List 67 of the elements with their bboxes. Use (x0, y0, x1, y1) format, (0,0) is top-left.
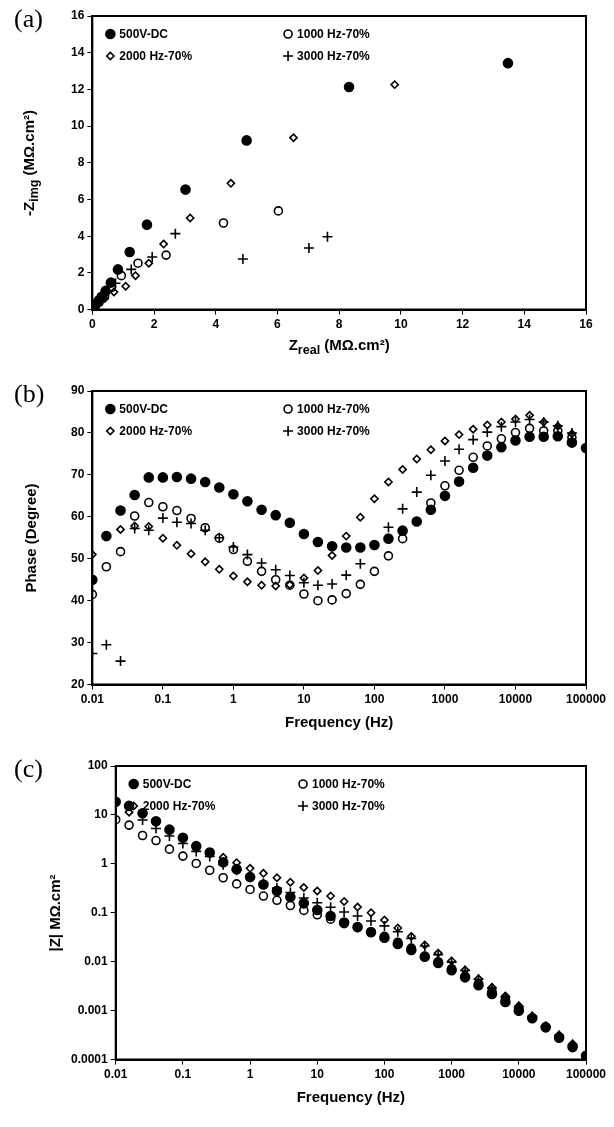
legend-label: 500V-DC (142, 777, 192, 792)
x-tick-label: 1 (230, 692, 238, 707)
chart-title: (c) (14, 754, 43, 784)
y-tick-label: 0.0001 (71, 1051, 109, 1066)
legend-label: 1000 Hz-70% (312, 777, 386, 792)
legend-label: 3000 Hz-70% (297, 49, 371, 64)
y-tick-label: 60 (70, 509, 85, 524)
y-tick-label: 20 (70, 676, 85, 691)
y-tick-label: 90 (70, 383, 85, 398)
x-tick-label: 10 (297, 692, 311, 707)
x-tick-label: 100 (374, 1067, 395, 1082)
y-tick-label: 16 (70, 8, 85, 23)
x-tick-label: 8 (335, 317, 343, 332)
y-tick-label: 0.1 (91, 905, 109, 920)
y-tick-label: 4 (77, 228, 85, 243)
x-tick-label: 4 (212, 317, 220, 332)
x-tick-label: 2 (150, 317, 158, 332)
y-tick-label: 0.001 (77, 1002, 109, 1017)
y-tick-label: 70 (70, 467, 85, 482)
legend-label: 2000 Hz-70% (119, 424, 193, 439)
y-tick-label: 100 (87, 758, 109, 773)
legend-label: 500V-DC (119, 27, 169, 42)
x-tick-label: 100000 (565, 692, 607, 707)
y-tick-label: 40 (70, 593, 85, 608)
y-tick-label: 1 (101, 856, 109, 871)
y-tick-label: 14 (70, 45, 85, 60)
x-tick-label: 1000 (438, 1067, 466, 1082)
y-tick-label: 2 (77, 265, 85, 280)
x-tick-label: 0.01 (104, 1067, 128, 1082)
x-tick-label: 0.1 (174, 1067, 192, 1082)
x-tick-label: 100 (364, 692, 385, 707)
x-tick-label: 10000 (498, 692, 533, 707)
y-tick-label: 50 (70, 551, 85, 566)
y-axis-title: Phase (Degree) (21, 483, 39, 593)
x-tick-label: 14 (517, 317, 532, 332)
x-tick-label: 6 (274, 317, 282, 332)
y-tick-label: 80 (70, 425, 85, 440)
x-tick-label: 10000 (502, 1067, 536, 1082)
x-tick-label: 0.1 (154, 692, 172, 707)
y-tick-label: 12 (70, 81, 85, 96)
chart-title: (b) (14, 379, 45, 409)
legend-label: 500V-DC (119, 402, 169, 417)
chart-title: (a) (14, 4, 43, 34)
x-tick-label: 1000 (431, 692, 459, 707)
x-tick-label: 12 (455, 317, 470, 332)
y-tick-label: 0.01 (84, 954, 109, 969)
x-tick-label: 16 (579, 317, 593, 332)
legend-label: 2000 Hz-70% (119, 49, 193, 64)
x-tick-label: 10 (310, 1067, 325, 1082)
y-tick-label: 10 (94, 807, 109, 822)
y-tick-label: 0 (77, 301, 85, 316)
legend-label: 3000 Hz-70% (297, 424, 371, 439)
legend-label: 1000 Hz-70% (297, 27, 371, 42)
legend-label: 1000 Hz-70% (297, 402, 371, 417)
y-tick-label: 6 (77, 191, 85, 206)
x-axis-title: Z$_{real}$ (MΩ.cm²) (288, 335, 390, 357)
y-axis-title: |Z| MΩ.cm² (45, 874, 63, 952)
x-axis-title: Frequency (Hz) (296, 1087, 406, 1105)
legend-label: 3000 Hz-70% (312, 799, 386, 814)
legend-label: 2000 Hz-70% (142, 799, 216, 814)
x-axis-title: Frequency (Hz) (284, 712, 394, 730)
x-tick-label: 1 (246, 1067, 254, 1082)
x-tick-label: 10 (394, 317, 408, 332)
y-tick-label: 10 (70, 118, 85, 133)
y-tick-label: 30 (70, 634, 85, 649)
y-tick-label: 8 (77, 155, 85, 170)
x-tick-label: 100000 (565, 1067, 607, 1082)
